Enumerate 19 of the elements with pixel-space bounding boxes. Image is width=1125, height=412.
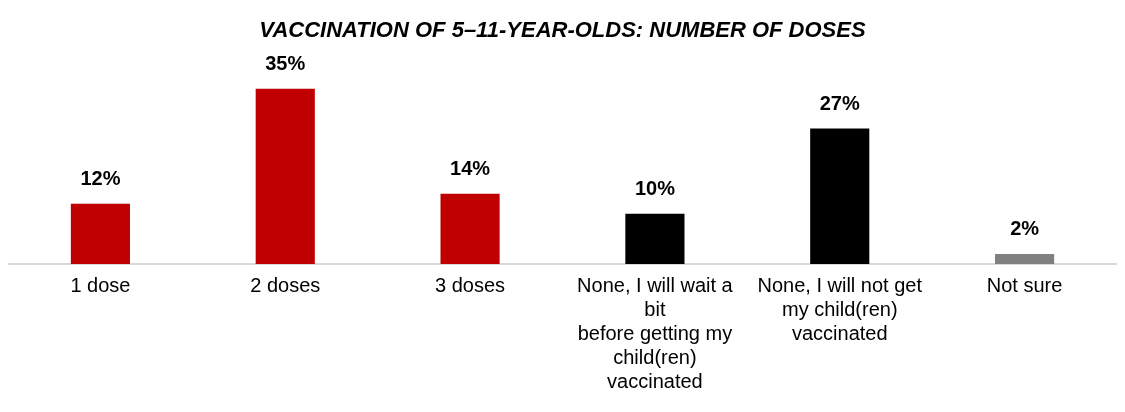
bar [440,193,500,264]
data-label: 35% [265,51,306,74]
data-label: 14% [450,157,491,180]
x-tick-label: None, I will not get my child(ren) vaccinated [757,273,923,344]
x-tick-label: None, I will wait a bit before getting my child(ren) vaccinated [577,273,734,392]
data-label: 2% [1010,217,1040,240]
data-label: 10% [634,177,676,200]
bar [810,128,870,264]
chart-title: VACCINATION OF 5–11-YEAR-OLDS: NUMBER OF DOSES [259,17,866,43]
bar [625,213,685,264]
data-label: 12% [80,167,121,190]
bar [70,203,130,264]
x-tick-label: 2 doses [250,273,321,296]
data-label: 27% [819,92,860,115]
bar [255,88,315,264]
x-tick-label: 1 dose [70,273,131,296]
x-tick-label: 3 doses [435,273,506,296]
bar [995,253,1055,264]
x-tick-label: Not sure [986,273,1063,296]
